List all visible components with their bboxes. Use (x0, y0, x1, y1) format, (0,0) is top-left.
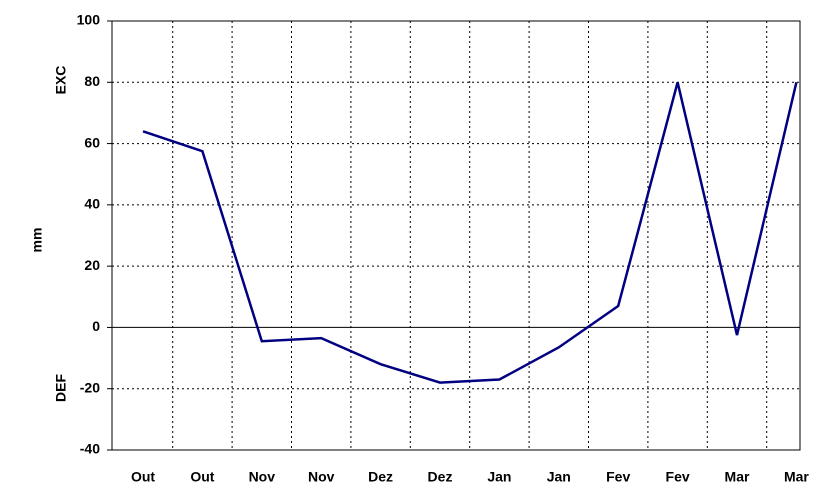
exc-label: EXC (53, 66, 69, 95)
x-tick-label: Fev (666, 469, 690, 485)
x-tick-label: Mar (725, 469, 750, 485)
y-tick-label: 0 (92, 318, 100, 334)
x-tick-label: Fev (606, 469, 630, 485)
x-tick-label: Nov (308, 469, 335, 485)
x-tick-label: Dez (428, 469, 453, 485)
y-tick-label: 60 (84, 134, 100, 150)
x-tick-label: Jan (547, 469, 571, 485)
y-tick-label: 40 (84, 196, 100, 212)
y-axis-label: mm (29, 228, 45, 253)
y-tick-label: -20 (80, 379, 100, 395)
line-series (142, 81, 798, 384)
x-tick-label: Out (190, 469, 214, 485)
y-tick-label: 80 (84, 73, 100, 89)
x-tick-label: Out (131, 469, 155, 485)
x-tick-label: Dez (368, 469, 393, 485)
y-tick-label: 100 (77, 12, 101, 28)
def-label: DEF (53, 374, 69, 402)
y-tick-label: -40 (80, 441, 100, 457)
y-tick-label: 20 (84, 257, 100, 273)
plot-border (111, 20, 801, 451)
x-tick-label: Nov (249, 469, 276, 485)
x-tick-label: Mar (784, 469, 809, 485)
x-tick-label: Jan (487, 469, 511, 485)
